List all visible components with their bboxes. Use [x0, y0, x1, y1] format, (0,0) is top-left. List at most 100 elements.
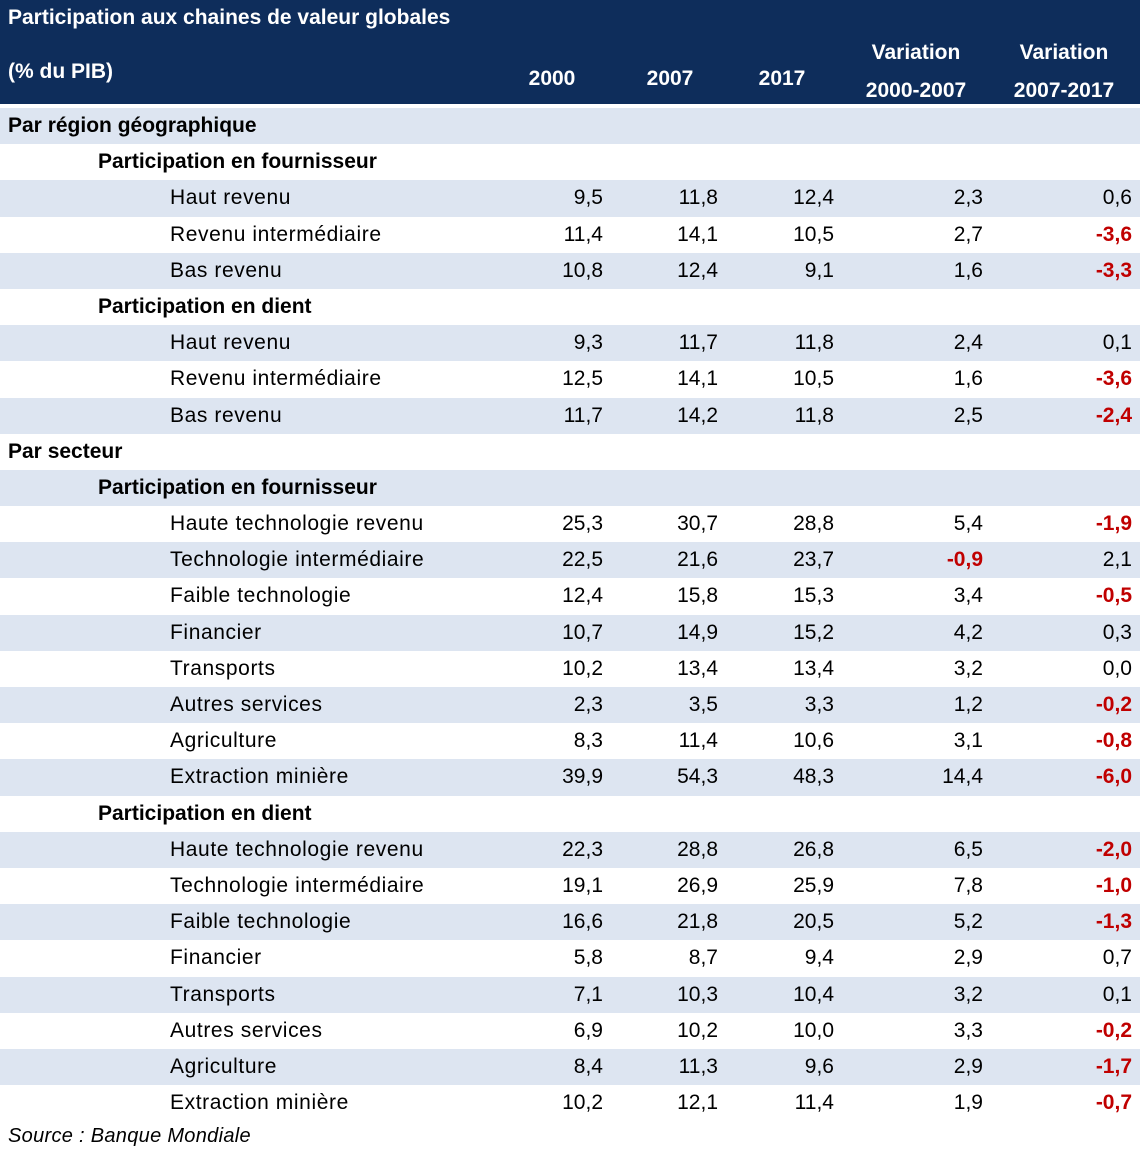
- cell-value: 10,6: [793, 729, 834, 753]
- cell-value: 3,4: [953, 584, 983, 608]
- cell-value: 10,2: [677, 1018, 718, 1042]
- cell-value: 15,8: [677, 584, 718, 608]
- subsection-row: Participation en fournisseur: [0, 144, 1140, 180]
- row-label: Agriculture: [170, 729, 277, 753]
- cell-value: -0,2: [1095, 693, 1132, 716]
- subsection-row: Participation en dient: [0, 289, 1140, 325]
- cell-value: 6,9: [573, 1018, 603, 1042]
- table-row: Financier 5,8 8,7 9,4 2,9 0,7: [0, 940, 1140, 976]
- cell-value: 11,3: [678, 1054, 718, 1078]
- cell-value: 0,6: [1102, 186, 1132, 210]
- column-header-label: Variation: [1019, 41, 1109, 64]
- cell-value: 48,3: [793, 765, 834, 789]
- cell-value: 11,4: [678, 729, 718, 753]
- row-label: Participation en fournisseur: [98, 475, 377, 499]
- row-label: Autres services: [170, 693, 323, 716]
- cell-value: 2,3: [573, 693, 603, 716]
- table-row: Autres services 6,9 10,2 10,0 3,3 -0,2: [0, 1013, 1140, 1049]
- cell-value: 3,5: [688, 693, 718, 716]
- table-body: Par région géographique Participation en …: [0, 108, 1140, 1121]
- cell-value: 2,9: [953, 946, 983, 970]
- subsection-row: Participation en dient: [0, 796, 1140, 832]
- cell-value: 22,3: [562, 837, 603, 861]
- row-label: Technologie intermédiaire: [170, 873, 425, 897]
- table-row: Haute technologie revenu 25,3 30,7 28,8 5,4 -…: [0, 506, 1140, 542]
- cell-value: 10,8: [562, 258, 603, 282]
- cell-value: -3,6: [1095, 222, 1132, 246]
- table-row: Bas revenu 11,7 14,2 11,8 2,5 -2,4: [0, 397, 1140, 434]
- cell-value: 28,8: [677, 837, 718, 861]
- cell-value: -0,5: [1095, 584, 1132, 608]
- cell-value: 20,5: [793, 910, 834, 934]
- cell-value: 28,8: [793, 512, 834, 536]
- cell-value: 1,2: [953, 693, 983, 716]
- cell-value: 10,5: [793, 367, 834, 391]
- cell-value: 2,1: [1102, 548, 1132, 572]
- row-label: Autres services: [170, 1018, 323, 1042]
- cell-value: 9,5: [573, 186, 603, 210]
- row-label: Extraction minière: [170, 765, 349, 789]
- cell-value: -2,4: [1095, 403, 1132, 427]
- cell-value: 0,1: [1102, 982, 1132, 1006]
- cell-value: 10,5: [793, 222, 834, 246]
- section-row: Par région géographique: [0, 108, 1140, 145]
- table-row: Faible technologie 12,4 15,8 15,3 3,4 -0,5: [0, 578, 1140, 614]
- cell-value: 3,2: [953, 656, 983, 680]
- cell-value: -0,8: [1095, 729, 1132, 753]
- table-row: Autres services 2,3 3,5 3,3 1,2 -0,2: [0, 687, 1140, 724]
- cell-value: 26,8: [793, 837, 834, 861]
- cell-value: 26,9: [677, 873, 718, 897]
- table-header: Participation aux chaines de valeur glob…: [0, 0, 1140, 104]
- section-row: Par secteur: [0, 434, 1140, 470]
- table-row: Revenu intermédiaire 11,4 14,1 10,5 2,7 -3,6: [0, 217, 1140, 253]
- column-header-2017: 2017: [730, 60, 834, 98]
- row-label: Haute technologie revenu: [170, 512, 424, 536]
- cell-value: 14,9: [677, 620, 718, 644]
- row-label: Haute technologie revenu: [170, 837, 424, 861]
- row-label: Bas revenu: [170, 403, 283, 427]
- cell-value: 13,4: [793, 656, 834, 680]
- table-title: Participation aux chaines de valeur glob…: [8, 6, 451, 29]
- column-header-label: 2017: [758, 67, 806, 90]
- table-row: Extraction minière 39,9 54,3 48,3 14,4 -6,0: [0, 759, 1140, 796]
- cell-value: 21,6: [677, 548, 718, 572]
- cell-value: 2,4: [953, 331, 983, 355]
- cell-value: 10,4: [793, 982, 834, 1006]
- cell-value: 10,3: [677, 982, 718, 1006]
- row-label: Participation en dient: [98, 801, 312, 825]
- row-label: Haut revenu: [170, 331, 292, 355]
- cell-value: -6,0: [1095, 765, 1132, 789]
- table-row: Haut revenu 9,5 11,8 12,4 2,3 0,6: [0, 180, 1140, 217]
- cell-value: 9,4: [804, 946, 834, 970]
- row-label: Financier: [170, 620, 262, 644]
- row-label: Technologie intermédiaire: [170, 548, 425, 572]
- column-header-label: 2000: [528, 67, 576, 90]
- cell-value: 16,6: [562, 910, 603, 934]
- column-header-label: 2007: [646, 67, 694, 90]
- cell-value: 3,3: [953, 1018, 983, 1042]
- cell-value: 2,9: [953, 1054, 983, 1078]
- cell-value: 1,6: [953, 367, 983, 391]
- column-header-period: 2000-2007: [865, 79, 967, 102]
- cell-value: 0,1: [1102, 331, 1132, 355]
- cell-value: -1,9: [1095, 512, 1132, 536]
- column-header-2007: 2007: [618, 60, 722, 98]
- cell-value: 11,4: [794, 1091, 834, 1115]
- table-row: Haut revenu 9,3 11,7 11,8 2,4 0,1: [0, 325, 1140, 362]
- cell-value: 13,4: [677, 656, 718, 680]
- cell-value: 0,7: [1102, 946, 1132, 970]
- cell-value: 54,3: [677, 765, 718, 789]
- table-row: Technologie intermédiaire 22,5 21,6 23,7 -0,…: [0, 542, 1140, 579]
- column-header-2000: 2000: [500, 60, 604, 98]
- subsection-row: Participation en fournisseur: [0, 469, 1140, 507]
- cell-value: 4,2: [953, 620, 983, 644]
- cell-value: 10,7: [562, 620, 603, 644]
- column-header-label: Variation: [871, 41, 961, 64]
- cell-value: 25,3: [562, 512, 603, 536]
- row-label: Transports: [170, 982, 276, 1006]
- table-row: Agriculture 8,4 11,3 9,6 2,9 -1,7: [0, 1048, 1140, 1086]
- cell-value: 14,1: [677, 222, 718, 246]
- table-row: Haute technologie revenu 22,3 28,8 26,8 6,5 -…: [0, 831, 1140, 868]
- table-row: Bas revenu 10,8 12,4 9,1 1,6 -3,3: [0, 252, 1140, 289]
